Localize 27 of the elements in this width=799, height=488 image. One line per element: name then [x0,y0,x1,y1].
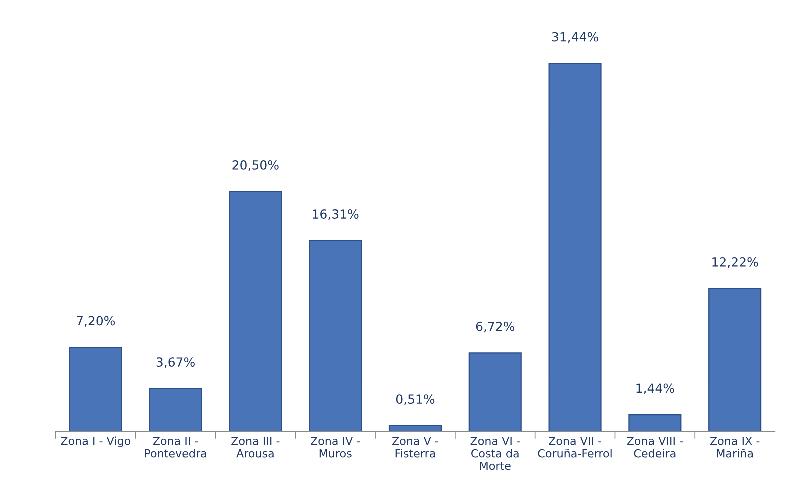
x-tick-label: Zona IV - Muros [310,437,360,458]
data-label: 3,67% [156,358,195,368]
bar [548,63,602,432]
bar [309,240,362,432]
data-label: 1,44% [636,384,674,394]
data-label: 6,72% [476,322,515,333]
data-label: 16,31% [313,210,359,220]
x-tick-label: Zona II - Pontevedra [145,437,206,458]
data-label: 20,50% [232,160,279,172]
bar [69,347,122,432]
x-tick-label: Zona V - Fisterra [392,437,438,458]
data-label: 12,22% [712,257,758,268]
bar [708,288,762,432]
bar [229,191,282,432]
x-tick-label: Zona IX - Mariña [710,437,760,458]
x-tick-label: Zona VII - Coruña-Ferrol [538,437,612,458]
bar [388,425,442,432]
x-tick-label: Zona VI - Costa da Morte [470,437,520,470]
data-label: 0,51% [396,394,435,406]
x-tick-label: Zona VIII - Cedeira [627,437,684,458]
bar [468,352,522,432]
bar [149,388,202,432]
data-label: 7,20% [77,316,116,327]
x-tick-label: Zona I - Vigo [61,436,130,448]
bar [628,414,682,432]
data-label: 31,44% [552,32,598,44]
x-tick-label: Zona III - Arousa [232,437,280,458]
